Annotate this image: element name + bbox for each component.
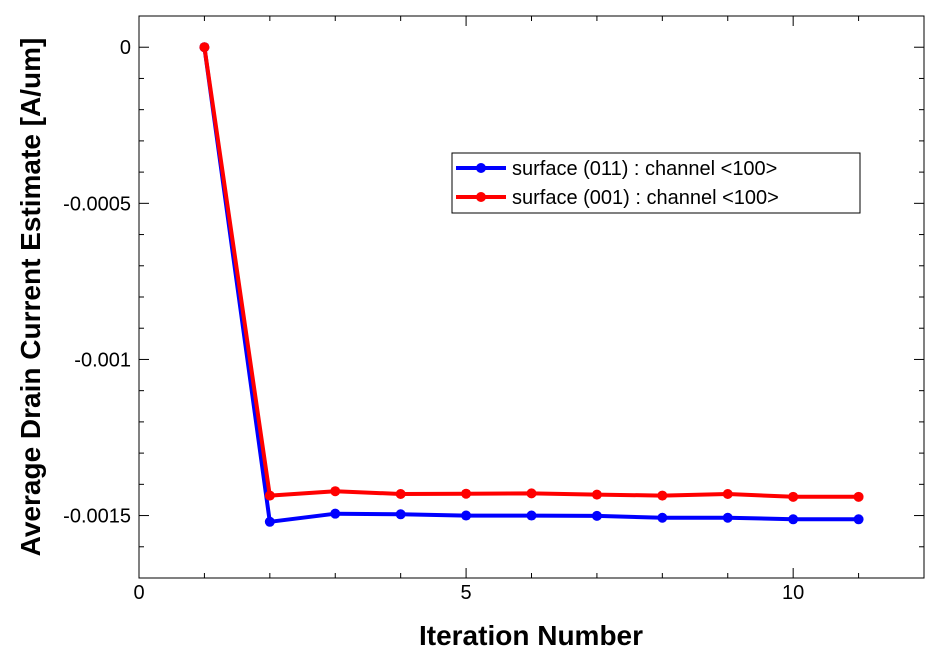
data-point (788, 514, 799, 525)
legend-label-011: surface (011) : channel <100> (512, 158, 777, 180)
data-point (788, 491, 799, 502)
legend-box (451, 152, 861, 214)
legend-marker-001 (476, 192, 486, 202)
data-point (461, 488, 472, 499)
y-axis-ticks: 0 -0.0005 -0.001 -0.0015 (63, 15, 924, 579)
series-line (202, 46, 859, 499)
y-tick-label: 0 (120, 37, 131, 59)
data-point (722, 489, 733, 500)
x-tick-label: 10 (782, 582, 804, 604)
legend-marker-011 (476, 163, 486, 173)
series-line (202, 46, 859, 524)
data-point (395, 489, 406, 500)
y-axis-title: Average Drain Current Estimate [A/um] (15, 38, 46, 557)
data-point (330, 486, 341, 497)
data-point (526, 488, 537, 499)
data-point (853, 514, 864, 525)
data-point (657, 512, 668, 523)
data-point (264, 516, 275, 527)
legend-label-001: surface (001) : channel <100> (512, 187, 779, 209)
series-1 (199, 42, 864, 502)
x-axis-title: Iteration Number (419, 620, 643, 651)
data-point (330, 508, 341, 519)
data-point (591, 489, 602, 500)
data-point (264, 490, 275, 501)
data-point (657, 490, 668, 501)
x-tick-label: 0 (133, 582, 144, 604)
data-point (526, 510, 537, 521)
legend: surface (011) : channel <100> surface (0… (451, 152, 861, 214)
data-point (395, 509, 406, 520)
data-point (199, 42, 210, 53)
data-point (853, 491, 864, 502)
series-0 (199, 42, 864, 527)
x-tick-label: 5 (461, 582, 472, 604)
data-point (722, 512, 733, 523)
y-tick-label: -0.001 (74, 349, 131, 371)
data-point (591, 510, 602, 521)
y-tick-label: -0.0005 (63, 193, 131, 215)
data-point (461, 510, 472, 521)
y-tick-label: -0.0015 (63, 506, 131, 528)
series-layer (199, 42, 864, 527)
x-axis-ticks: 0 5 10 (133, 16, 925, 604)
